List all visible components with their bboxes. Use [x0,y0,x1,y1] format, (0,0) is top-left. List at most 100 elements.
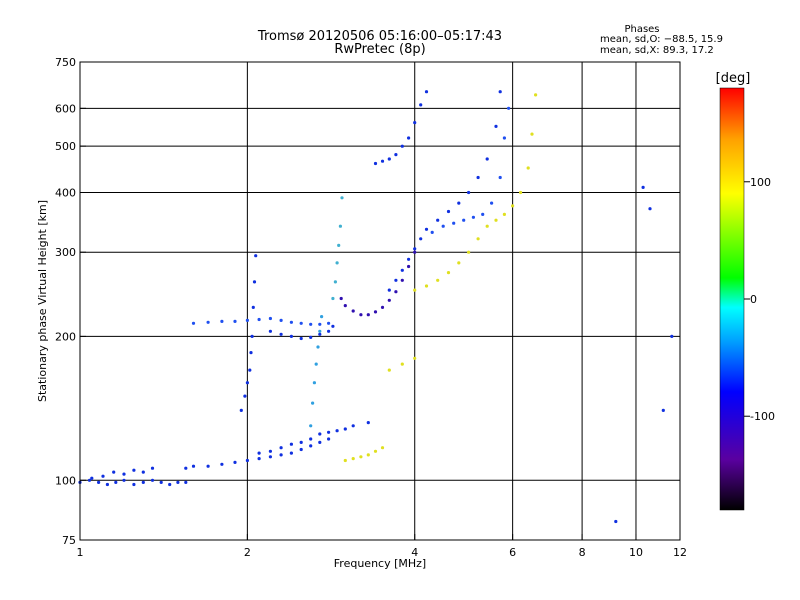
data-point [407,136,411,140]
data-point [337,243,341,247]
data-point [268,449,272,453]
data-point [309,444,313,448]
x-axis-ticks: 1 2 4 6 8 10 12 [77,534,687,559]
data-point [122,478,126,482]
data-point [150,466,155,470]
data-point [343,304,347,308]
data-point [257,457,261,461]
data-point [641,185,645,189]
data-point [498,90,502,94]
data-point [279,453,283,457]
data-point [373,161,378,166]
data-point [254,254,258,258]
data-point [387,368,391,372]
data-point [289,334,293,338]
data-point [268,329,272,333]
data-point [279,446,283,450]
data-point [413,356,417,360]
y-axis-ticks: 75 100 200 300 400 500 600 750 [55,56,86,547]
data-point [481,212,485,216]
data-point [413,250,417,254]
data-point [220,319,224,323]
data-point [387,157,391,161]
data-point [457,201,461,205]
x-tick-label: 8 [579,546,586,559]
data-point [476,237,480,241]
data-point [419,237,423,241]
chart-subtitle: RwPretec (8p) [334,42,425,57]
data-point [366,421,370,425]
data-point [150,478,155,482]
data-point [220,462,224,466]
data-point [299,447,303,452]
colorbar-tick-label: 0 [750,293,757,306]
data-point [648,207,652,211]
data-point [268,316,272,321]
data-point [394,290,398,294]
data-point [366,453,370,457]
data-point [327,329,331,333]
data-point [343,427,347,431]
data-point [400,278,404,282]
data-point [526,166,530,170]
data-point [309,335,313,339]
data-point [485,224,489,228]
data-point [387,288,391,292]
data-point [462,218,466,222]
data-point [373,449,378,453]
phase-box-header: Phases [624,24,659,35]
data-point [339,296,343,301]
data-point [141,480,145,484]
data-point [318,440,322,444]
data-point [245,318,249,322]
colorbar-ticks: 100 0 -100 [744,176,775,423]
data-point [351,309,355,313]
y-tick-label: 75 [62,534,76,547]
data-point [498,175,502,180]
x-tick-label: 10 [629,546,643,559]
x-tick-label: 6 [509,546,516,559]
data-point [132,468,136,472]
phase-box-line-x: mean, sd,X: 89.3, 17.2 [600,45,714,56]
data-point [318,322,322,326]
data-point [380,305,385,309]
data-point [311,401,315,405]
data-point [331,296,335,301]
data-point [327,321,331,325]
data-point [413,247,417,251]
data-point [407,264,411,269]
data-point [206,320,210,324]
data-point [309,424,313,428]
data-point [318,332,322,336]
data-point [380,446,385,450]
x-axis-label: Frequency [MHz] [334,557,426,570]
data-point [424,227,429,231]
data-point [670,334,674,338]
data-point [510,204,515,208]
data-point [141,470,145,474]
data-point [476,175,480,180]
grid-lines [80,62,680,540]
data-point [257,317,261,322]
data-point [424,284,429,288]
data-point [251,305,255,309]
data-point [320,315,324,319]
data-point [243,394,247,398]
data-point [289,320,293,324]
plot-frame [79,61,681,541]
data-point [168,482,172,487]
data-point [340,196,344,200]
data-point [494,124,498,128]
data-point [299,321,303,325]
colorbar [719,87,745,511]
data-point [252,280,257,284]
data-point [519,190,523,195]
y-tick-label: 750 [55,56,76,69]
data-point [257,451,261,455]
x-tick-label: 1 [77,546,84,559]
data-point [335,429,339,433]
data-point [289,442,293,446]
data-point [249,351,253,355]
data-point [176,480,180,484]
data-point [430,230,434,234]
